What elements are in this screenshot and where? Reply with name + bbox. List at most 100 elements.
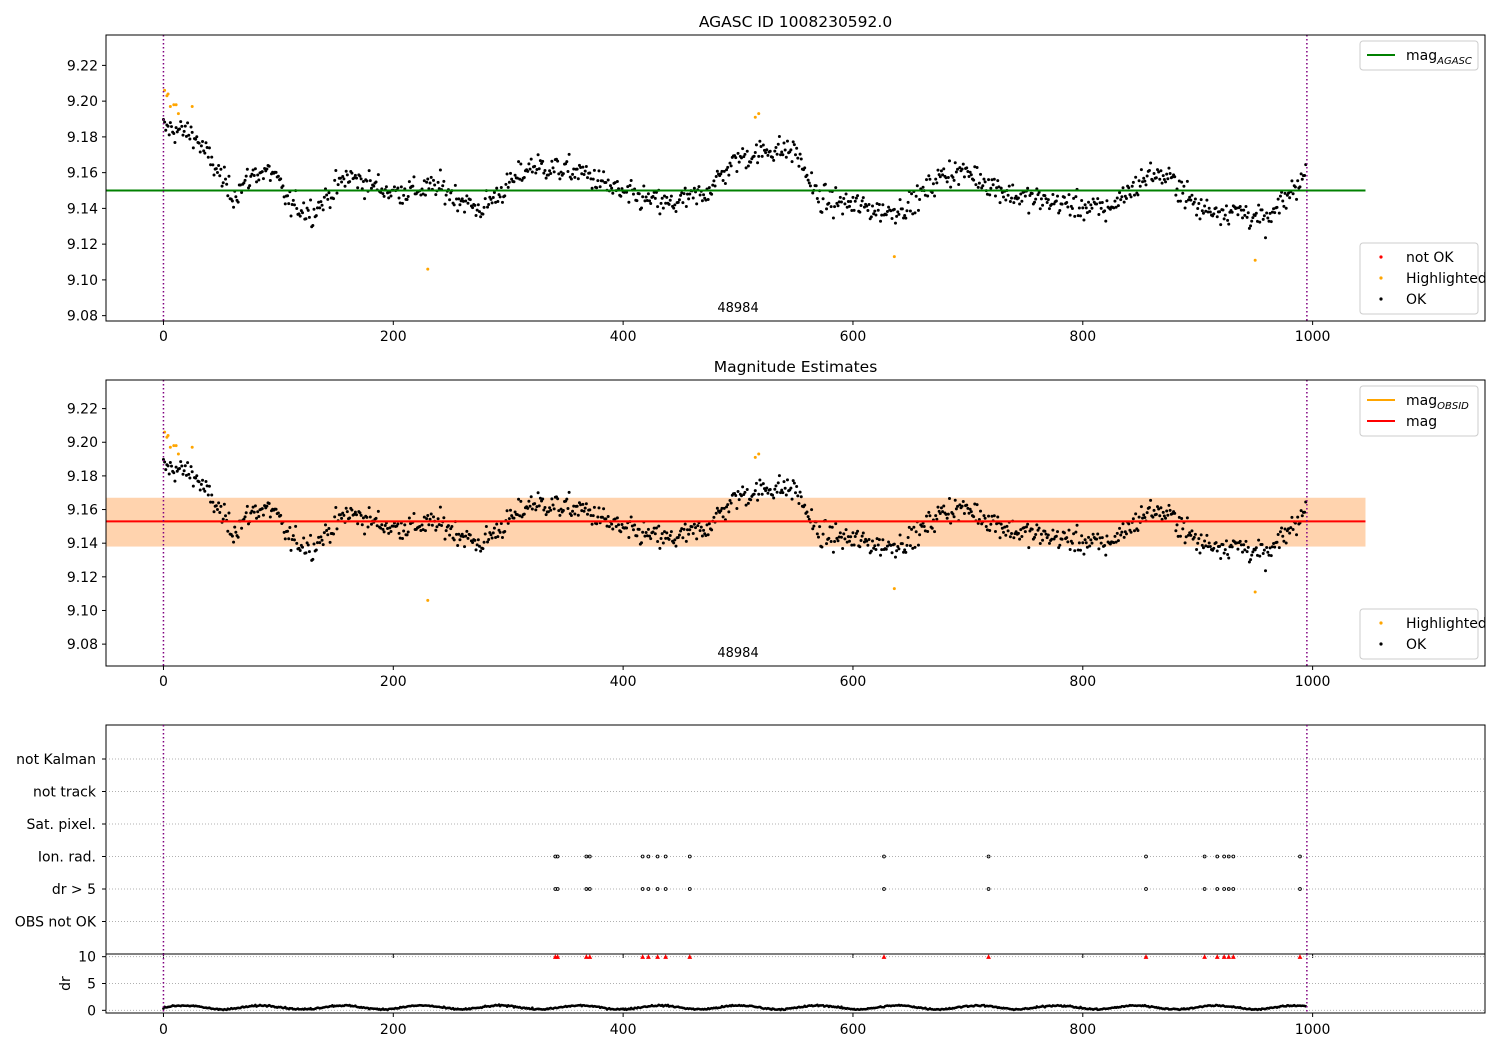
ok-point — [630, 524, 634, 528]
ok-point — [484, 525, 488, 529]
ok-point — [759, 483, 763, 487]
ok-point — [772, 158, 776, 162]
ok-point — [210, 493, 214, 497]
ok-point — [1051, 193, 1055, 197]
ok-point — [423, 529, 427, 533]
dr-clipped-marker — [1297, 954, 1303, 959]
ok-point — [543, 168, 547, 172]
ok-point — [1006, 193, 1010, 197]
ok-point — [291, 534, 295, 538]
ok-point — [566, 506, 570, 510]
ok-point — [654, 190, 658, 194]
ok-point — [1090, 206, 1094, 210]
ok-point — [736, 489, 740, 493]
ok-point — [201, 140, 205, 144]
ok-point — [637, 527, 641, 531]
ok-point — [729, 501, 733, 505]
ok-point — [359, 513, 363, 517]
x-tick-label: 600 — [840, 1022, 867, 1038]
ok-point — [735, 170, 739, 174]
flag-marker — [986, 854, 991, 859]
ok-point — [1072, 532, 1076, 536]
ok-point — [726, 503, 730, 507]
ok-point — [282, 195, 286, 199]
ok-point — [810, 171, 814, 175]
ok-point — [380, 523, 384, 527]
ok-point — [936, 168, 940, 172]
y-tick-label: 9.16 — [67, 503, 98, 519]
ok-point — [421, 192, 425, 196]
ok-point — [1074, 530, 1078, 534]
ok-point — [911, 212, 915, 216]
ok-point — [870, 539, 874, 543]
ok-point — [1026, 186, 1030, 190]
ok-point — [676, 200, 680, 204]
highlighted-point — [176, 112, 180, 116]
ok-point — [921, 185, 925, 189]
ok-point — [843, 537, 847, 541]
legend-frame — [1359, 242, 1479, 315]
dr-y-tick-label: 5 — [87, 977, 96, 993]
ok-point — [758, 478, 762, 482]
ok-point — [429, 175, 433, 179]
ok-point — [456, 209, 460, 213]
ok-point — [911, 546, 915, 550]
ok-point — [556, 497, 560, 501]
ok-point — [683, 522, 687, 526]
ok-point — [669, 530, 673, 534]
ok-point — [335, 191, 339, 195]
ok-point — [530, 170, 534, 174]
legend-marker-swatch — [1379, 255, 1383, 259]
ok-point — [168, 461, 172, 465]
flag-marker — [584, 854, 589, 859]
ok-point — [1189, 198, 1193, 202]
ok-point — [867, 538, 871, 542]
ok-point — [688, 192, 692, 196]
ok-point — [892, 542, 896, 546]
ok-point — [586, 512, 590, 516]
ok-point — [881, 538, 885, 542]
ok-point — [783, 486, 787, 490]
ok-point — [592, 505, 596, 509]
ok-point — [444, 529, 448, 533]
ok-point — [1173, 175, 1177, 179]
ok-point — [188, 476, 192, 480]
ok-point — [174, 126, 178, 130]
ok-point — [635, 199, 639, 203]
ok-point — [644, 195, 648, 199]
ok-point — [1275, 540, 1279, 544]
ok-point — [565, 160, 569, 164]
ok-point — [837, 535, 841, 539]
ok-point — [537, 504, 541, 508]
ok-point — [1293, 185, 1297, 189]
ok-point — [874, 547, 878, 551]
ok-point — [887, 540, 891, 544]
ok-point — [304, 551, 308, 555]
ok-point — [551, 503, 555, 507]
ok-point — [326, 533, 330, 537]
ok-point — [885, 544, 889, 548]
ok-point — [164, 468, 168, 472]
flag-marker — [555, 854, 560, 859]
ok-point — [866, 543, 870, 547]
ok-point — [645, 534, 649, 538]
ok-point — [1047, 207, 1051, 211]
ok-point — [180, 464, 184, 468]
ok-point — [890, 551, 894, 555]
ok-point — [475, 208, 479, 212]
ok-point — [691, 531, 695, 535]
ok-point — [1077, 206, 1081, 210]
ok-point — [519, 162, 523, 166]
ok-point — [625, 526, 629, 530]
ok-point — [837, 200, 841, 204]
ok-point — [178, 127, 182, 131]
ok-point — [1039, 197, 1043, 201]
ok-point — [232, 205, 236, 209]
ok-point — [1185, 179, 1189, 183]
ok-point — [454, 197, 458, 201]
ok-point — [1222, 551, 1226, 555]
ok-point — [322, 195, 326, 199]
ok-point — [497, 193, 501, 197]
flag-marker — [640, 887, 645, 891]
